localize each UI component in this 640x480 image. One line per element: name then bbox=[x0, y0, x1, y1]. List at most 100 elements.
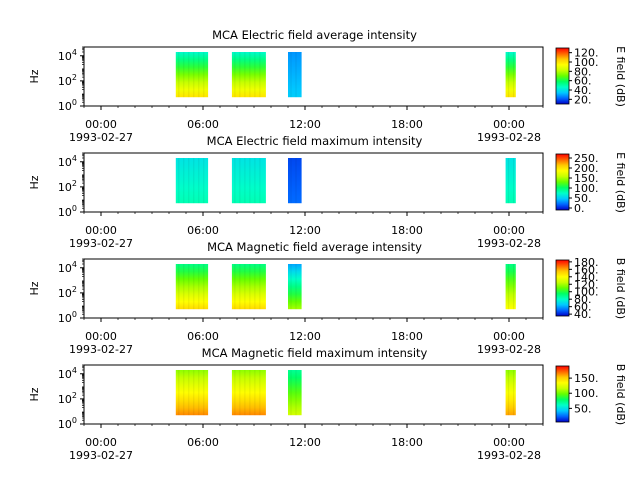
plot-frame bbox=[83, 152, 544, 213]
panel-3: MCA Magnetic field average intensity 100 1… bbox=[28, 240, 627, 356]
data-block bbox=[175, 157, 209, 204]
colorbar bbox=[555, 365, 570, 423]
data-block bbox=[288, 157, 302, 204]
x-tick-time: 06:00 bbox=[187, 118, 219, 131]
data-block bbox=[231, 263, 266, 310]
colorbar-tick-label: 120. bbox=[574, 47, 599, 60]
colorbar-label: B field (dB) bbox=[614, 258, 627, 319]
colorbar-tick-label: 0. bbox=[574, 202, 585, 215]
y-tick-label: 100 bbox=[58, 310, 77, 325]
x-tick-date: 1993-02-27 bbox=[69, 237, 133, 250]
x-tick-time: 06:00 bbox=[187, 436, 219, 449]
x-tick-time: 18:00 bbox=[391, 118, 423, 131]
y-tick-exponent: 4 bbox=[72, 48, 77, 57]
y-tick-label: 102 bbox=[58, 285, 77, 300]
colorbar-tick-label: 60. bbox=[574, 301, 592, 314]
colorbar-tick-label: 120. bbox=[574, 278, 599, 291]
x-tick-time: 00:00 bbox=[493, 118, 525, 131]
colorbar-tick-label: 50. bbox=[574, 402, 592, 415]
y-tick-label: 102 bbox=[58, 73, 77, 88]
x-tick-date: 1993-02-28 bbox=[477, 343, 541, 356]
colorbar-label: B field (dB) bbox=[614, 364, 627, 425]
colorbar-label: E field (dB) bbox=[614, 46, 627, 107]
colorbar-tick-label: 100. bbox=[574, 387, 599, 400]
colorbar-tick-label: 150. bbox=[574, 172, 599, 185]
colorbar-tick-label: 40. bbox=[574, 308, 592, 321]
y-tick-label: 102 bbox=[58, 179, 77, 194]
y-tick-exponent: 2 bbox=[72, 285, 77, 294]
y-axis-label: Hz bbox=[28, 175, 41, 189]
colorbar bbox=[555, 259, 570, 317]
x-tick-time: 00:00 bbox=[493, 224, 525, 237]
colorbar-tick-label: 100. bbox=[574, 56, 599, 69]
x-tick-time: 12:00 bbox=[289, 330, 321, 343]
data-block bbox=[175, 263, 209, 310]
colorbar-tick-label: 80. bbox=[574, 293, 592, 306]
colorbar-tick-label: 250. bbox=[574, 152, 599, 165]
colorbar-tick-label: 180. bbox=[574, 256, 599, 269]
colorbar-tick-label: 50. bbox=[574, 192, 592, 205]
plot-frame bbox=[83, 364, 544, 425]
x-tick-time: 00:00 bbox=[85, 118, 117, 131]
x-tick-date: 1993-02-28 bbox=[477, 449, 541, 462]
x-tick-date: 1993-02-28 bbox=[477, 237, 541, 250]
plot-frame bbox=[83, 258, 544, 319]
data-block bbox=[231, 369, 266, 416]
x-tick-time: 06:00 bbox=[187, 330, 219, 343]
data-block bbox=[231, 51, 266, 98]
x-tick-date: 1993-02-27 bbox=[69, 343, 133, 356]
x-tick-time: 12:00 bbox=[289, 436, 321, 449]
y-tick-exponent: 2 bbox=[72, 179, 77, 188]
x-tick-time: 18:00 bbox=[391, 436, 423, 449]
panel-title: MCA Magnetic field maximum intensity bbox=[202, 346, 428, 360]
y-tick-label: 100 bbox=[58, 204, 77, 219]
colorbar-tick-label: 100. bbox=[574, 286, 599, 299]
x-tick-time: 18:00 bbox=[391, 224, 423, 237]
data-block bbox=[288, 263, 302, 310]
data-block bbox=[288, 369, 302, 416]
colorbar-label: E field (dB) bbox=[614, 152, 627, 213]
x-tick-time: 00:00 bbox=[85, 224, 117, 237]
x-tick-time: 18:00 bbox=[391, 330, 423, 343]
x-tick-time: 00:00 bbox=[493, 330, 525, 343]
x-tick-time: 12:00 bbox=[289, 224, 321, 237]
colorbar-tick-label: 100. bbox=[574, 182, 599, 195]
x-tick-date: 1993-02-28 bbox=[477, 131, 541, 144]
x-tick-date: 1993-02-27 bbox=[69, 131, 133, 144]
x-tick-time: 00:00 bbox=[85, 436, 117, 449]
panel-title: MCA Electric field average intensity bbox=[212, 28, 417, 42]
x-tick-time: 06:00 bbox=[187, 224, 219, 237]
colorbar-tick-label: 160. bbox=[574, 263, 599, 276]
y-tick-exponent: 2 bbox=[72, 73, 77, 82]
colorbar-tick-label: 80. bbox=[574, 65, 592, 78]
y-tick-exponent: 4 bbox=[72, 366, 77, 375]
y-tick-label: 102 bbox=[58, 391, 77, 406]
y-tick-exponent: 0 bbox=[72, 310, 77, 319]
x-tick-time: 00:00 bbox=[493, 436, 525, 449]
y-tick-label: 100 bbox=[58, 98, 77, 113]
y-axis-label: Hz bbox=[28, 69, 41, 83]
data-block bbox=[505, 369, 516, 416]
y-tick-label: 104 bbox=[58, 48, 77, 63]
y-tick-label: 104 bbox=[58, 260, 77, 275]
panel-4: MCA Magnetic field maximum intensity 100 1… bbox=[28, 346, 627, 462]
colorbar bbox=[555, 47, 570, 105]
x-tick-time: 00:00 bbox=[85, 330, 117, 343]
y-tick-exponent: 0 bbox=[72, 204, 77, 213]
colorbar-tick-label: 200. bbox=[574, 162, 599, 175]
data-block bbox=[288, 51, 302, 98]
y-tick-exponent: 0 bbox=[72, 416, 77, 425]
data-block bbox=[175, 369, 209, 416]
data-block bbox=[231, 157, 266, 204]
colorbar-tick-label: 60. bbox=[574, 75, 592, 88]
x-tick-date: 1993-02-27 bbox=[69, 449, 133, 462]
y-tick-label: 104 bbox=[58, 366, 77, 381]
data-block bbox=[505, 51, 516, 98]
panel-title: MCA Electric field maximum intensity bbox=[207, 134, 423, 148]
panel-1: MCA Electric field average intensity 100 1… bbox=[28, 28, 627, 144]
x-tick-time: 12:00 bbox=[289, 118, 321, 131]
y-tick-label: 104 bbox=[58, 154, 77, 169]
data-block bbox=[175, 51, 209, 98]
panel-2: MCA Electric field maximum intensity 100 1… bbox=[28, 134, 627, 250]
